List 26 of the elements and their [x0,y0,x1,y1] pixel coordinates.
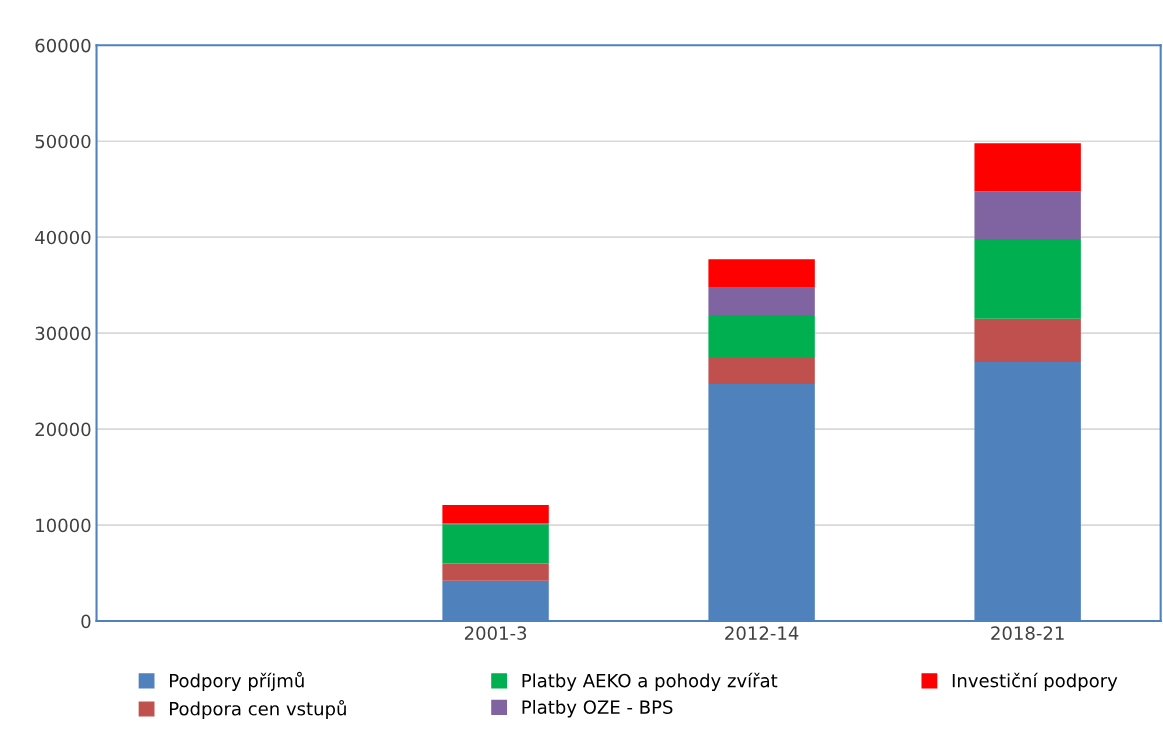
bar [442,563,549,581]
x-tick-label: 2012-14 [725,626,799,640]
x-tick-label: 2001-3 [464,626,527,640]
bar [974,191,1081,240]
legend-label: Podpory příjmů [170,671,304,691]
y-tick-label: 60000 [35,38,91,53]
bar [708,287,815,315]
bar [708,314,815,359]
x-tick-label: 2018-21 [991,626,1064,640]
legend-label: Investiční podpory [952,672,1118,691]
y-tick-label: 40000 [35,230,91,245]
bar [974,143,1081,192]
bar [974,239,1081,319]
bar [708,259,815,288]
y-tick-label: 30000 [35,326,91,341]
y-tick-label: 0 [81,614,91,629]
bar [708,358,815,385]
legend-label: Platby OZE - BPS [522,699,673,718]
legend-label: Platby AEKO a pohody zvířat [522,672,778,691]
legend-label: Podpora cen vstupů [170,699,346,720]
bar [974,318,1081,362]
y-tick-label: 20000 [35,422,91,437]
bar [442,524,549,564]
y-tick-label: 10000 [36,518,91,533]
bar [442,504,549,524]
y-tick-label: 50000 [35,134,91,149]
